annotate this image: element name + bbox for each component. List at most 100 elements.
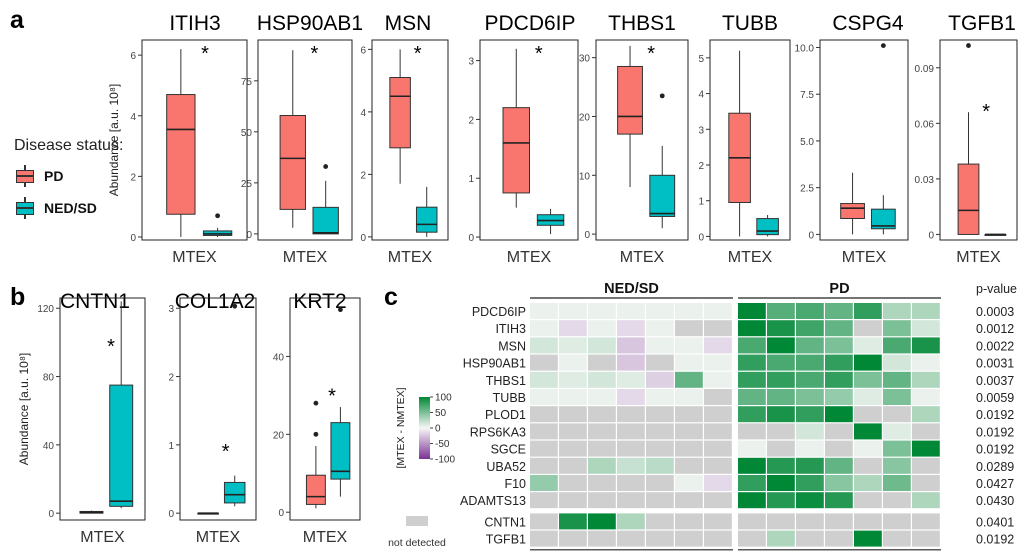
- box-pd: [197, 512, 219, 515]
- not-detected-swatch: [406, 516, 428, 526]
- heatmap-cell: [675, 423, 703, 440]
- boxplot-cspg4: CSPG4 0 2.5 5.0 7.5 10.0 MTEX: [795, 12, 909, 266]
- y-tick-label: 2: [360, 170, 366, 181]
- panel-title: CNTN1: [60, 290, 130, 313]
- boxplot-krt2: KRT2 0 20 40 * MTEX: [273, 290, 361, 546]
- heatmap-cell: [825, 303, 853, 319]
- colorbar-title: [MTEX - NMTEX]: [395, 387, 407, 468]
- significance-star: *: [311, 43, 319, 65]
- heatmap-row-label: HSP90AB1: [463, 357, 526, 371]
- heatmap-cell: [912, 475, 940, 491]
- heatmap-cell: [559, 423, 587, 440]
- heatmap-cell: [738, 389, 766, 405]
- heatmap-cell: [883, 423, 911, 440]
- heatmap-cell: [883, 303, 911, 319]
- heatmap-cell: [796, 513, 824, 530]
- y-tick-label: 4: [698, 90, 704, 101]
- heatmap-cell: [646, 389, 674, 405]
- heatmap-cell: [883, 492, 911, 509]
- heatmap-cell: [912, 457, 940, 474]
- p-value: 0.0427: [976, 477, 1014, 491]
- heatmap-cell: [883, 371, 911, 388]
- heatmap-cell: [825, 389, 853, 405]
- heatmap-cell: [559, 530, 587, 547]
- heatmap-cell: [825, 513, 853, 530]
- heatmap-cell: [738, 513, 766, 530]
- heatmap-cell: [617, 440, 645, 457]
- heatmap-cell: [854, 457, 882, 474]
- p-value: 0.0059: [976, 391, 1014, 405]
- significance-star: *: [414, 43, 422, 65]
- legend-title: Disease status:: [14, 137, 124, 154]
- box-pd: [840, 172, 865, 235]
- panel-title: ITIH3: [169, 12, 220, 35]
- heatmap-cell: [854, 320, 882, 337]
- colorbar-tick-label: -100: [435, 455, 455, 466]
- heatmap-cell: [854, 440, 882, 457]
- boxplot-thbs1: THBS1 0 10 20 30 * MTEX: [579, 12, 689, 266]
- y-tick-label: 0: [130, 233, 136, 244]
- heatmap-cell: [704, 406, 732, 423]
- boxplot-msn: MSN 0 2 4 6 * MTEX: [360, 12, 449, 266]
- heatmap-cell: [854, 423, 882, 440]
- significance-star: *: [647, 43, 655, 65]
- outlier-point: [338, 307, 343, 313]
- heatmap-cell: [854, 354, 882, 371]
- heatmap-cell: [704, 440, 732, 457]
- heatmap-cell: [825, 440, 853, 457]
- heatmap-cell: [588, 303, 616, 319]
- panel-title: COL1A2: [175, 290, 256, 313]
- heatmap-row-label: CNTN1: [484, 515, 526, 529]
- y-tick-label: 25: [241, 179, 253, 190]
- x-category-label: MTEX: [956, 249, 1001, 266]
- significance-star: *: [982, 101, 990, 123]
- heatmap-cell: [854, 530, 882, 547]
- box-body: [649, 174, 676, 217]
- x-category-label: MTEX: [728, 249, 773, 266]
- heatmap-cell: [767, 492, 795, 509]
- y-tick-label: 20: [579, 112, 591, 123]
- y-tick-label: 2: [130, 172, 136, 183]
- y-tick-label: 80: [43, 373, 55, 384]
- heatmap-cell: [796, 337, 824, 354]
- outlier-point: [215, 213, 221, 219]
- box-pd: [502, 48, 530, 208]
- y-tick-label: 0: [928, 230, 934, 241]
- heatmap-cell: [646, 337, 674, 354]
- heatmap-cell: [646, 320, 674, 337]
- heatmap-cell: [854, 513, 882, 530]
- heatmap-cell: [588, 513, 616, 530]
- heatmap-cell: [738, 475, 766, 491]
- y-tick-label: 1: [168, 441, 174, 452]
- heatmap-cell: [559, 406, 587, 423]
- heatmap-cell: [738, 303, 766, 319]
- heatmap-row-label: TGFB1: [486, 533, 526, 547]
- heatmap-cell: [767, 440, 795, 457]
- heatmap-cell: [675, 337, 703, 354]
- box-body: [502, 107, 530, 194]
- heatmap-row-label: F10: [504, 477, 526, 491]
- heatmap-cell: [883, 320, 911, 337]
- heatmap-row-label: TUBB: [493, 391, 526, 405]
- heatmap-cell: [854, 475, 882, 491]
- p-value: 0.0289: [976, 460, 1014, 474]
- y-tick-label: 0.06: [915, 119, 935, 130]
- heatmap-cell: [530, 337, 558, 354]
- heatmap-cell: [767, 457, 795, 474]
- heatmap-cell: [825, 320, 853, 337]
- panel-frame: [257, 39, 353, 241]
- heatmap-cell: [767, 475, 795, 491]
- heatmap-cell: [796, 423, 824, 440]
- heatmap-cell: [796, 440, 824, 457]
- box-ned: [223, 303, 246, 507]
- not-detected-label: not detected: [388, 537, 446, 549]
- y-tick-label: 2: [468, 115, 474, 126]
- y-tick-label: 120: [37, 304, 54, 315]
- heatmap-cell: [530, 457, 558, 474]
- heatmap-cell: [912, 492, 940, 509]
- heatmap-cell: [825, 423, 853, 440]
- heatmap-cell: [675, 354, 703, 371]
- heatmap-cell: [738, 457, 766, 474]
- heatmap-cell: [617, 320, 645, 337]
- heatmap-cell: [796, 406, 824, 423]
